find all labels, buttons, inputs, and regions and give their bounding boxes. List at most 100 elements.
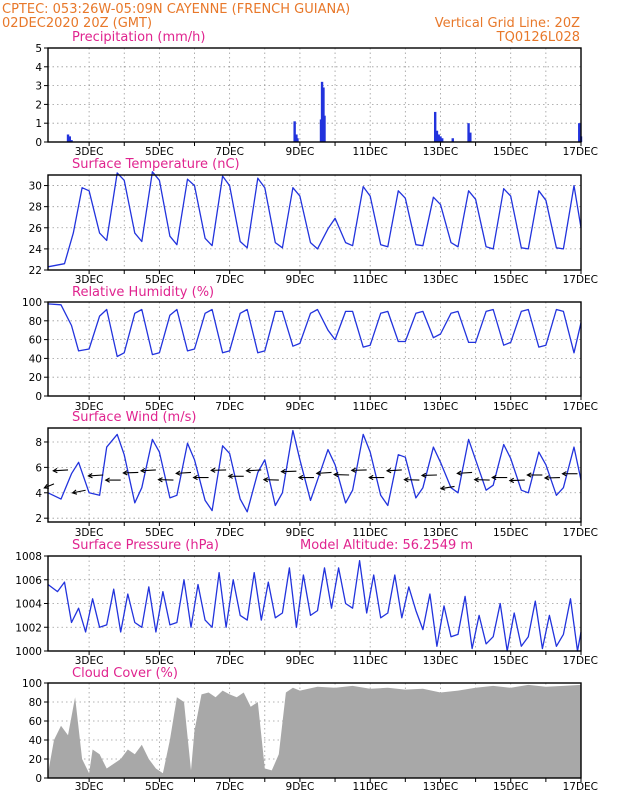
pressure-ytick-label: 1002: [15, 622, 42, 634]
wind-vector-head: [333, 472, 339, 478]
cloud-frame: [47, 682, 582, 779]
precip-bar: [441, 138, 444, 142]
temp-xtick-label: 9DEC: [286, 274, 315, 286]
temp-xtick-label: 5DEC: [145, 274, 174, 286]
precip-bar: [68, 136, 71, 142]
wind-ytick-label: 2: [35, 513, 42, 525]
precip-bar: [437, 134, 440, 142]
precip-bar: [66, 134, 70, 142]
wind-vector-head: [439, 485, 446, 491]
pressure-xtick-label: 5DEC: [145, 655, 174, 667]
wind-vector-head: [561, 471, 567, 477]
wind-vector: [387, 469, 402, 472]
rh-xtick-label: 5DEC: [145, 401, 174, 413]
temp-xtick-label: 11DEC: [352, 274, 387, 286]
wind-ytick-label: 4: [35, 488, 42, 500]
wind-xtick-label: 7DEC: [215, 527, 244, 539]
precip-ytick-label: 1: [35, 118, 42, 130]
precip-xtick-label: 11DEC: [352, 146, 387, 158]
temp-xtick-label: 7DEC: [215, 274, 244, 286]
precip-bar: [295, 134, 298, 142]
pressure-xtick-label: 7DEC: [215, 655, 244, 667]
wind-panel: 2 4 6 8 3DEC 5DEC 7DEC 9DEC 11DEC 13DEC 15DEC 17DEC…: [35, 410, 598, 539]
wind-vector-head: [315, 470, 322, 476]
temp-ytick-label: 26: [29, 223, 43, 235]
precip-bar: [433, 111, 437, 142]
rh-ytick-label: 80: [29, 316, 42, 328]
wind-xtick-label: 9DEC: [286, 527, 315, 539]
cloud-xtick-label: 5DEC: [145, 781, 174, 793]
wind-vector: [72, 489, 86, 494]
precip-xtick-label: 15DEC: [493, 146, 528, 158]
wind-vector: [246, 469, 262, 472]
cloud-cover-area: [48, 684, 581, 778]
precip-ytick-label: 2: [35, 99, 42, 111]
wind-vector-head: [297, 474, 304, 481]
rh-xtick-label: 17DEC: [563, 401, 598, 413]
wind-vector: [44, 483, 55, 489]
wind-title: Surface Wind (m/s): [72, 410, 196, 425]
cloud-ytick-label: 60: [29, 716, 42, 728]
rh-xtick-label: 15DEC: [493, 401, 528, 413]
temp-frame: [47, 174, 582, 271]
wind-frame: [47, 427, 582, 523]
wind-vector: [457, 471, 473, 474]
wind-vector-head: [262, 477, 269, 483]
cloud-xtick-label: 15DEC: [493, 781, 528, 793]
temp-ytick-label: 28: [29, 202, 42, 214]
cloud-xtick-label: 3DEC: [75, 781, 104, 793]
wind-vector: [316, 471, 332, 474]
pressure-xtick-label: 17DEC: [563, 655, 598, 667]
wind-xtick-label: 13DEC: [423, 527, 458, 539]
temp-xtick-label: 13DEC: [423, 274, 458, 286]
temp-xtick-label: 3DEC: [75, 274, 104, 286]
wind-vector-head: [175, 470, 181, 476]
wind-vector-head: [491, 474, 497, 481]
rh-xtick-label: 7DEC: [215, 401, 244, 413]
wind-vector-head: [52, 467, 58, 474]
precip-bar: [323, 115, 326, 142]
wind-vector-head: [368, 474, 374, 481]
wind-vector: [176, 471, 192, 474]
temp-series-line: [47, 171, 582, 268]
temp-ytick-label: 22: [29, 265, 42, 277]
wind-vector-head: [157, 477, 163, 483]
pressure-title: Surface Pressure (hPa): [72, 538, 219, 553]
model-altitude-label: Model Altitude: 56.2549 m: [300, 538, 473, 553]
temp-panel: 22 24 26 28 30 3DEC 5DEC 7DEC 9DEC 11DEC 13DEC 15DE…: [29, 157, 598, 286]
precip-bar: [70, 140, 73, 142]
wind-xtick-label: 17DEC: [563, 527, 598, 539]
temp-ytick-label: 30: [29, 181, 42, 193]
wind-xtick-label: 11DEC: [352, 527, 387, 539]
rh-xtick-label: 3DEC: [75, 401, 104, 413]
pressure-series-line: [47, 560, 582, 652]
wind-vector-head: [192, 474, 198, 481]
wind-vector-head: [87, 473, 93, 479]
cloud-ytick-label: 20: [29, 754, 42, 766]
wind-vector-head: [385, 467, 392, 474]
wind-vector-head: [508, 477, 515, 484]
wind-ytick-label: 8: [35, 437, 42, 449]
precip-frame: [47, 47, 582, 143]
pressure-ytick-label: 1000: [15, 646, 42, 658]
cloud-panel: 0 20 40 60 80 100 3DEC 5DEC 7DEC 9DEC 11DEC 13DEC 15…: [22, 666, 598, 793]
precip-bar: [469, 132, 472, 142]
wind-vector-head: [245, 467, 251, 474]
wind-vector-head: [473, 477, 479, 483]
precip-xtick-label: 9DEC: [286, 146, 315, 158]
precip-bar: [320, 81, 324, 142]
wind-vector-head: [280, 468, 286, 475]
cloud-ytick-label: 40: [29, 735, 42, 747]
wind-vector-head: [210, 467, 216, 473]
precip-bar: [451, 138, 454, 142]
precip-bar: [439, 136, 442, 142]
pressure-xtick-label: 13DEC: [423, 655, 458, 667]
precip-bar: [322, 87, 325, 142]
chart-panels: 0 1 2 3 4 5 3DEC 5DEC 7DEC 9DEC 11DEC 13DEC 15DEC 17D…: [15, 30, 598, 793]
wind-xtick-label: 5DEC: [145, 527, 174, 539]
precip-ytick-label: 3: [35, 81, 42, 93]
cloud-ytick-label: 0: [35, 773, 42, 785]
wind-vector-head: [104, 477, 110, 483]
temp-xtick-label: 15DEC: [493, 274, 528, 286]
